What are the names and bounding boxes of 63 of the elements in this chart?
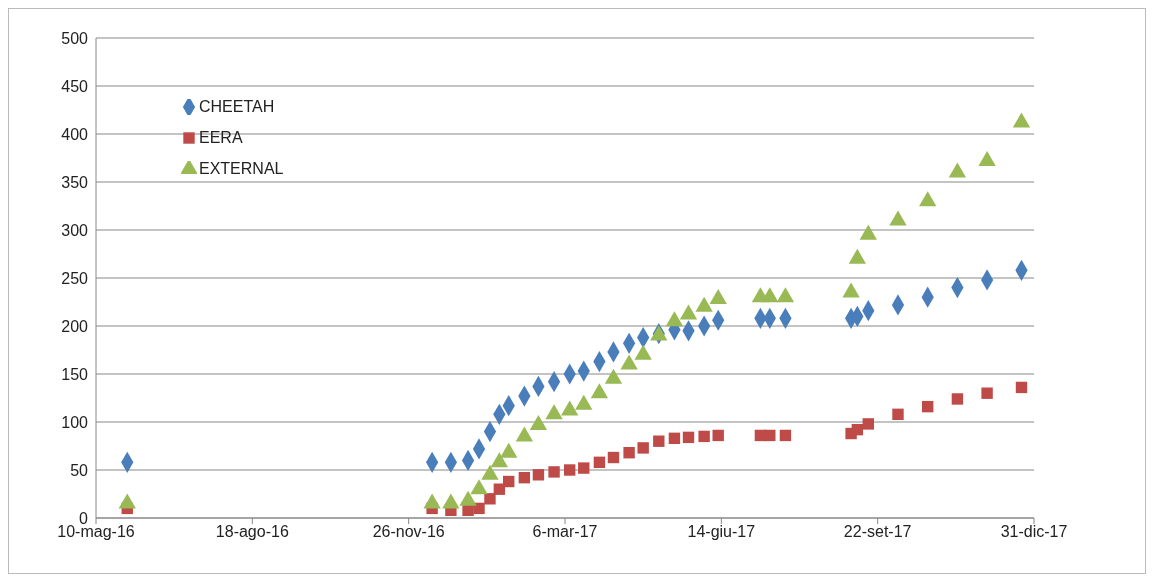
y-tick-label: 50: [70, 461, 89, 479]
point: [548, 466, 560, 478]
x-tick-label: 6-mar-17: [532, 523, 598, 541]
point: [862, 418, 874, 430]
legend-label: EXTERNAL: [199, 159, 284, 179]
point: [653, 435, 665, 447]
point: [842, 282, 860, 298]
point: [593, 456, 606, 469]
point: [637, 442, 649, 454]
point: [1012, 112, 1031, 128]
point: [607, 451, 620, 464]
y-tick-label: 250: [61, 269, 89, 287]
point: [473, 502, 485, 515]
y-tick-label: 500: [61, 29, 89, 47]
point: [761, 287, 779, 303]
point: [921, 400, 934, 413]
x-tick-label: 31-dic-17: [1000, 523, 1068, 541]
y-tick-label: 400: [61, 125, 89, 143]
point: [981, 387, 993, 399]
point: [889, 210, 907, 226]
point: [978, 150, 996, 166]
point: [776, 287, 795, 303]
x-tick-label: 14-giu-17: [687, 523, 756, 541]
point: [650, 325, 668, 341]
y-tick-label: 450: [61, 77, 89, 95]
x-tick-label: 18-ago-16: [215, 523, 289, 541]
y-tick-label: 150: [61, 365, 89, 383]
y-tick-label: 200: [61, 317, 89, 335]
point: [709, 289, 727, 305]
point: [859, 224, 877, 240]
point: [665, 311, 684, 327]
point: [951, 393, 964, 405]
point: [851, 423, 864, 436]
point: [484, 493, 496, 505]
point: [623, 447, 635, 459]
point: [948, 162, 967, 178]
point: [590, 383, 609, 399]
point: [695, 296, 713, 312]
y-tick-label: 300: [61, 221, 89, 239]
legend-label: CHEETAH: [199, 97, 275, 117]
point: [518, 471, 531, 484]
point: [578, 462, 590, 474]
point: [679, 304, 698, 320]
point: [892, 408, 904, 421]
point: [682, 431, 695, 444]
y-tick-label: 100: [61, 413, 89, 431]
point: [764, 429, 776, 442]
x-tick-label: 26-nov-16: [372, 523, 445, 541]
point: [563, 464, 576, 476]
point: [712, 429, 724, 442]
point: [493, 483, 506, 495]
point: [919, 191, 937, 207]
point: [1015, 381, 1028, 394]
x-tick-label: 22-set-17: [843, 523, 912, 541]
point: [668, 432, 681, 445]
point: [848, 248, 867, 264]
point: [620, 354, 638, 370]
y-tick-label: 350: [61, 173, 89, 191]
legend-label: EERA: [199, 128, 243, 148]
point: [698, 430, 710, 443]
point: [779, 429, 792, 442]
point: [503, 475, 515, 488]
point: [532, 469, 545, 481]
